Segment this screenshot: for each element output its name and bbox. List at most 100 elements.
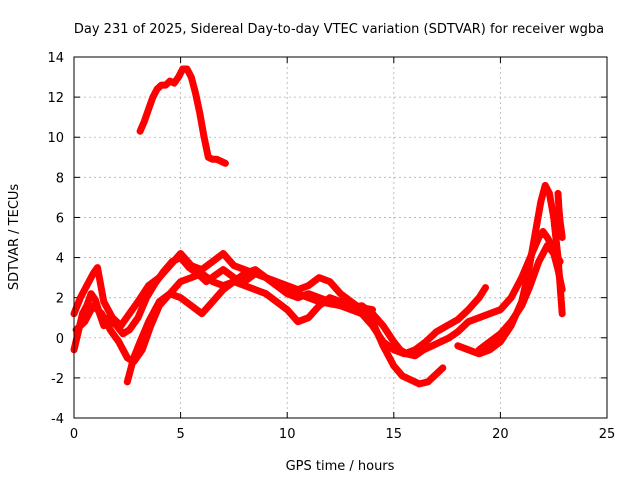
series-line [136, 65, 229, 167]
data-point-marker [79, 310, 86, 317]
data-point-marker [198, 310, 205, 317]
grid [74, 57, 607, 418]
data-point-marker [196, 110, 203, 117]
series-track-5 [454, 181, 566, 358]
data-point-marker [550, 250, 557, 257]
data-point-marker [183, 66, 190, 73]
chart-title: Day 231 of 2025, Sidereal Day-to-day VTE… [74, 22, 604, 37]
data-point-marker [177, 278, 184, 285]
data-point-marker [188, 74, 195, 81]
data-point-marker [205, 154, 212, 161]
data-point-marker [124, 378, 131, 385]
data-point-marker [508, 294, 515, 301]
data-point-marker [188, 302, 195, 309]
data-point-marker [422, 338, 429, 345]
data-point-marker [439, 364, 446, 371]
x-tick-label: 25 [599, 427, 616, 442]
data-point-marker [412, 352, 419, 359]
data-point-marker [390, 346, 397, 353]
data-point-marker [446, 334, 453, 341]
data-point-marker [558, 226, 565, 233]
data-point-marker [337, 290, 344, 297]
data-point-marker [149, 94, 156, 101]
data-point-marker [124, 354, 131, 361]
series-line [454, 181, 566, 358]
data-point-marker [188, 262, 195, 269]
data-point-marker [454, 328, 461, 335]
data-point-marker [316, 302, 323, 309]
data-point-marker [262, 274, 269, 281]
data-point-marker [252, 286, 259, 293]
data-point-marker [115, 338, 122, 345]
y-tick-label: 4 [56, 252, 64, 267]
data-point-marker [508, 318, 515, 325]
y-tick-label: 6 [56, 211, 64, 226]
data-point-marker [134, 298, 141, 305]
data-point-marker [535, 258, 542, 265]
data-point-marker [556, 206, 563, 213]
data-point-marker [433, 328, 440, 335]
data-point-marker [154, 86, 161, 93]
data-point-marker [525, 270, 532, 277]
data-point-marker [117, 322, 124, 329]
data-point-marker [348, 302, 355, 309]
data-point-marker [94, 264, 101, 271]
data-point-marker [166, 290, 173, 297]
data-point-marker [294, 294, 301, 301]
data-point-marker [531, 234, 538, 241]
data-point-marker [177, 294, 184, 301]
data-point-marker [424, 378, 431, 385]
data-point-marker [211, 272, 218, 279]
data-point-marker [220, 266, 227, 273]
data-point-marker [390, 362, 397, 369]
data-point-marker [316, 274, 323, 281]
data-point-marker [241, 282, 248, 289]
data-point-marker [416, 380, 423, 387]
data-point-marker [465, 306, 472, 313]
data-point-marker [126, 310, 133, 317]
data-point-marker [497, 306, 504, 313]
x-tick-label: 20 [492, 427, 509, 442]
data-point-marker [90, 302, 97, 309]
data-point-marker [262, 290, 269, 297]
data-point-marker [305, 290, 312, 297]
x-tick-label: 5 [176, 427, 184, 442]
data-point-marker [476, 294, 483, 301]
data-point-marker [209, 278, 216, 285]
data-point-marker [156, 298, 163, 305]
data-point-marker [540, 228, 547, 235]
data-series [70, 65, 566, 388]
data-point-marker [284, 306, 291, 313]
y-tick-label: 2 [56, 292, 64, 307]
data-point-marker [433, 370, 440, 377]
data-point-marker [284, 290, 291, 297]
data-point-marker [83, 302, 90, 309]
data-point-marker [544, 242, 551, 249]
series-track-4 [123, 278, 376, 386]
data-point-marker [98, 310, 105, 317]
data-point-marker [380, 322, 387, 329]
data-point-marker [550, 214, 557, 221]
y-axis-label: SDTVAR / TECUs [7, 184, 22, 291]
data-point-marker [218, 158, 225, 165]
data-point-marker [399, 372, 406, 379]
data-point-marker [120, 330, 127, 337]
data-point-marker [273, 298, 280, 305]
plot-frame [73, 56, 608, 419]
data-point-marker [429, 342, 436, 349]
data-point-marker [145, 282, 152, 289]
x-tick-label: 10 [279, 427, 296, 442]
data-point-marker [230, 278, 237, 285]
data-point-marker [554, 190, 561, 197]
x-tick-label: 0 [70, 427, 78, 442]
data-point-marker [380, 338, 387, 345]
data-point-marker [337, 298, 344, 305]
data-point-marker [166, 262, 173, 269]
data-point-marker [145, 318, 152, 325]
series-track-6 [475, 242, 566, 354]
data-point-marker [369, 322, 376, 329]
x-axis-label: GPS time / hours [286, 459, 395, 474]
data-point-marker [559, 310, 566, 317]
data-point-marker [497, 338, 504, 345]
